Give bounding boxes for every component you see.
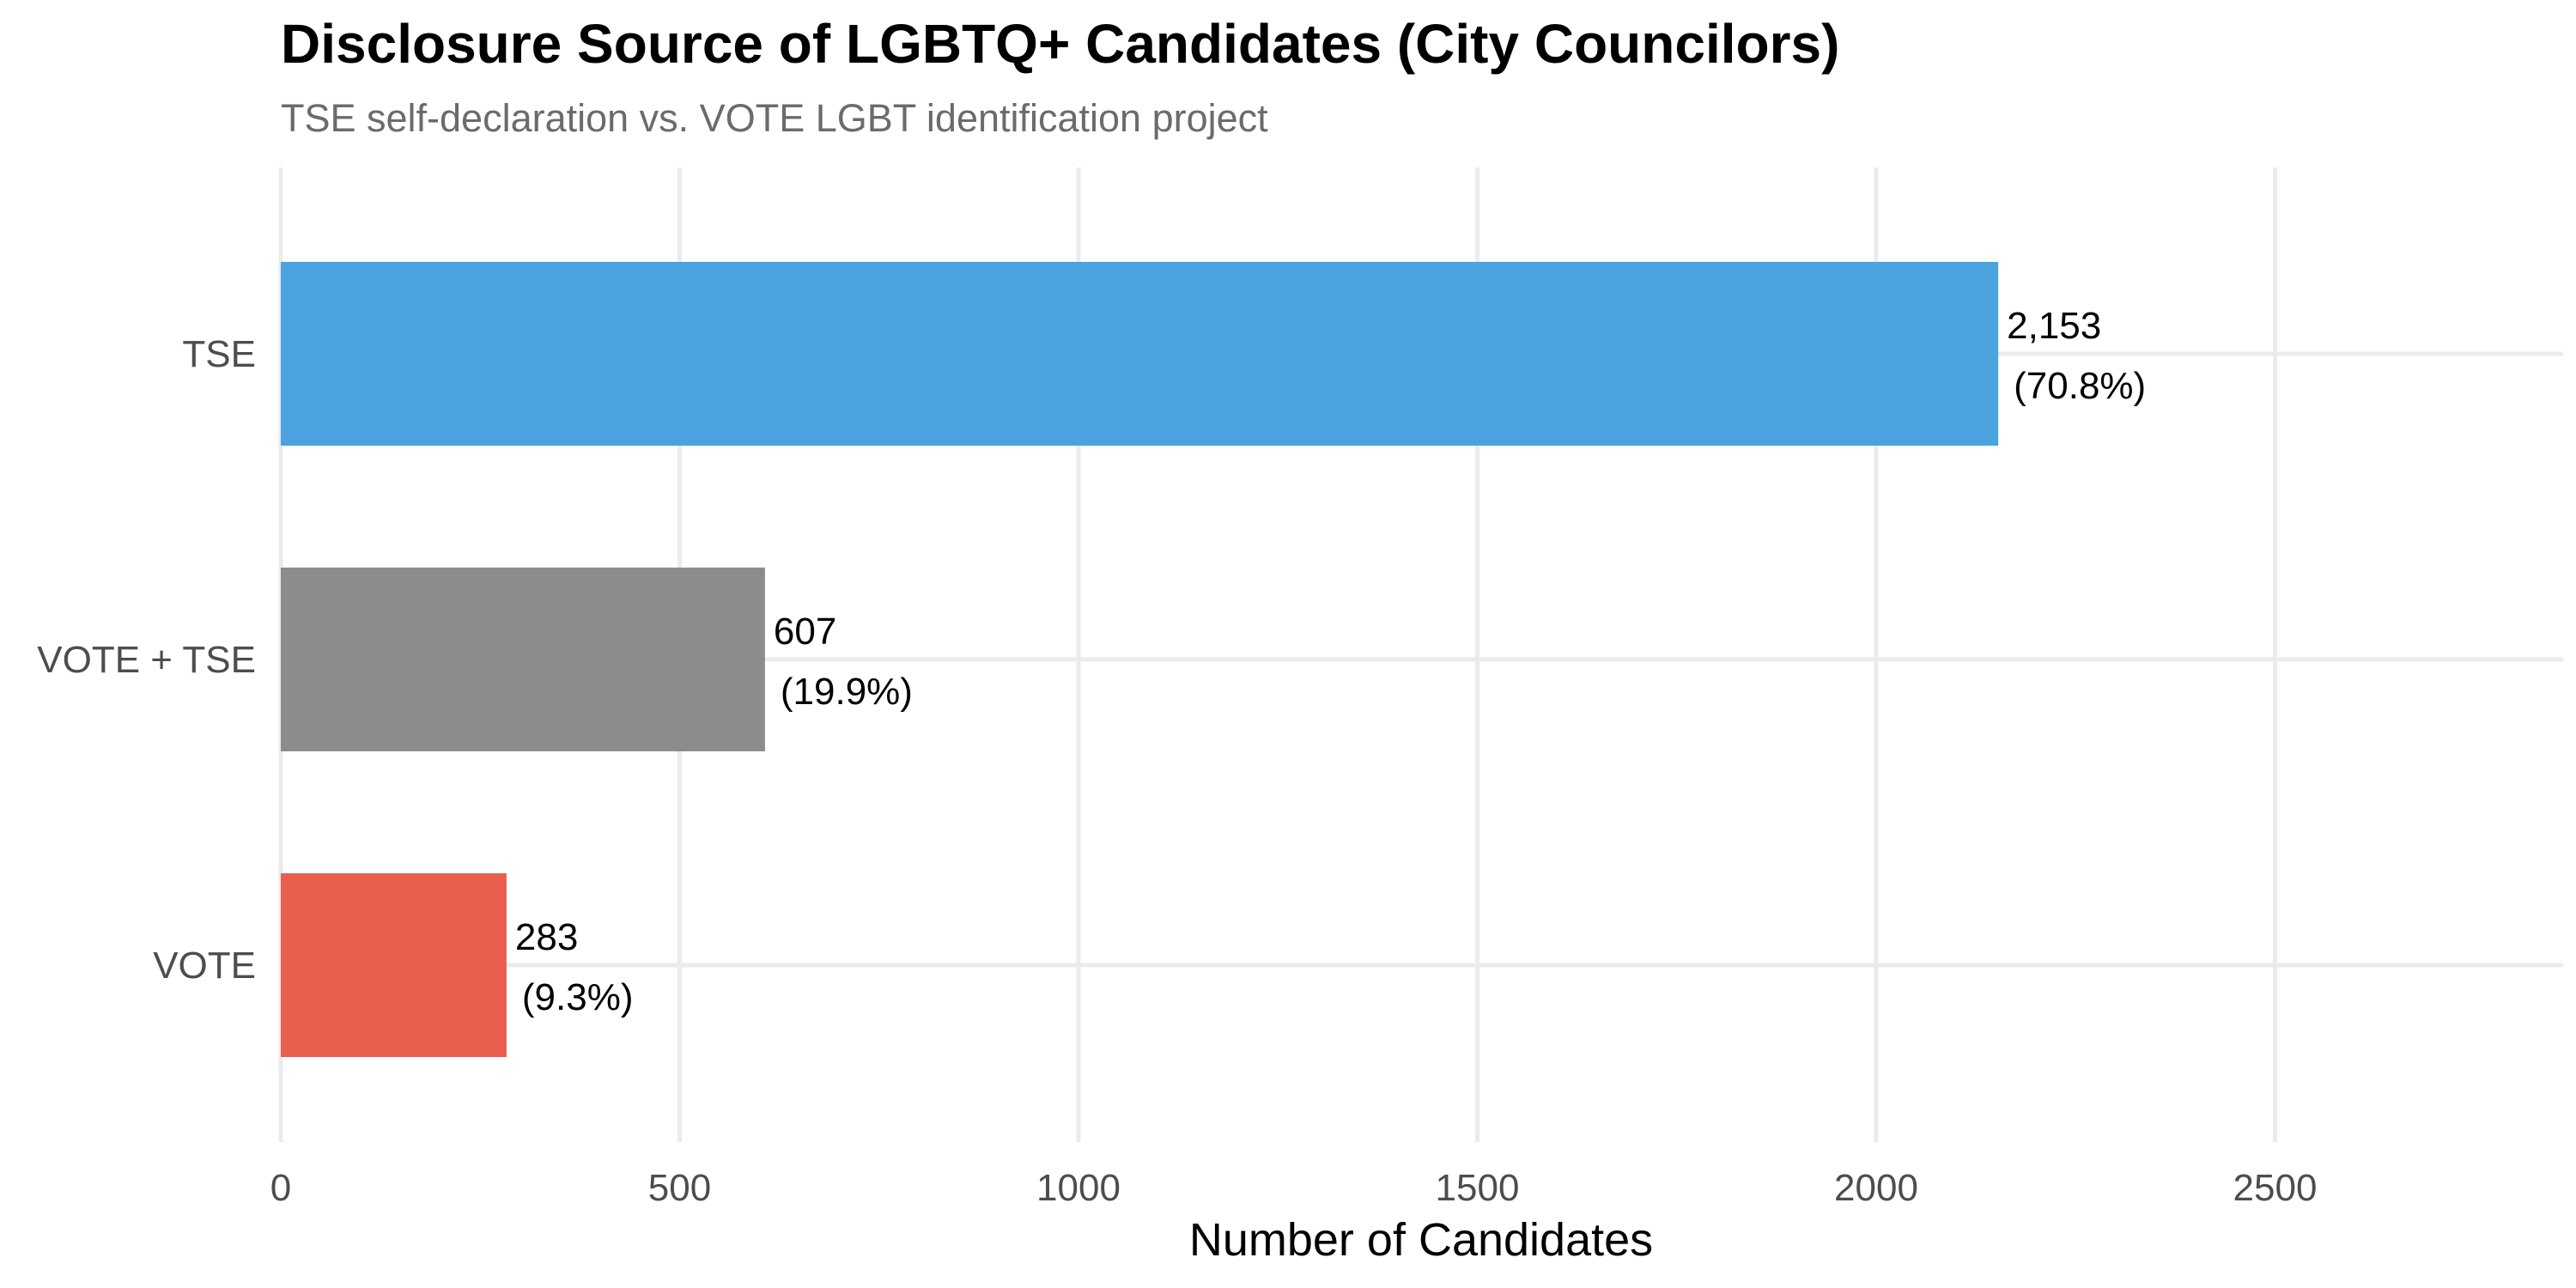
category-label: VOTE + TSE <box>37 639 256 681</box>
x-tick-label: 1500 <box>1436 1167 1520 1209</box>
bar-value-label: 607 <box>774 611 836 653</box>
x-tick-label: 1000 <box>1036 1167 1121 1209</box>
bar <box>281 568 765 751</box>
x-tick-label: 2000 <box>1834 1167 1918 1209</box>
category-label: TSE <box>182 333 256 375</box>
bar-value-label: 283 <box>515 916 578 958</box>
category-label: VOTE <box>153 945 256 987</box>
bar-percent-label: (9.3%) <box>522 976 634 1018</box>
chart-subtitle: TSE self-declaration vs. VOTE LGBT ident… <box>281 96 1268 140</box>
x-tick-label: 2500 <box>2233 1167 2318 1209</box>
x-tick-label: 500 <box>648 1167 711 1209</box>
bar-percent-label: (70.8%) <box>2014 365 2146 407</box>
bar <box>281 262 1999 446</box>
bar <box>281 873 507 1057</box>
chart-title: Disclosure Source of LGBTQ+ Candidates (… <box>281 13 1840 75</box>
bar-value-label: 2,153 <box>2007 305 2101 347</box>
x-tick-label: 0 <box>270 1167 291 1209</box>
x-axis-title: Number of Candidates <box>1189 1214 1653 1266</box>
bar-percent-label: (19.9%) <box>781 671 913 713</box>
